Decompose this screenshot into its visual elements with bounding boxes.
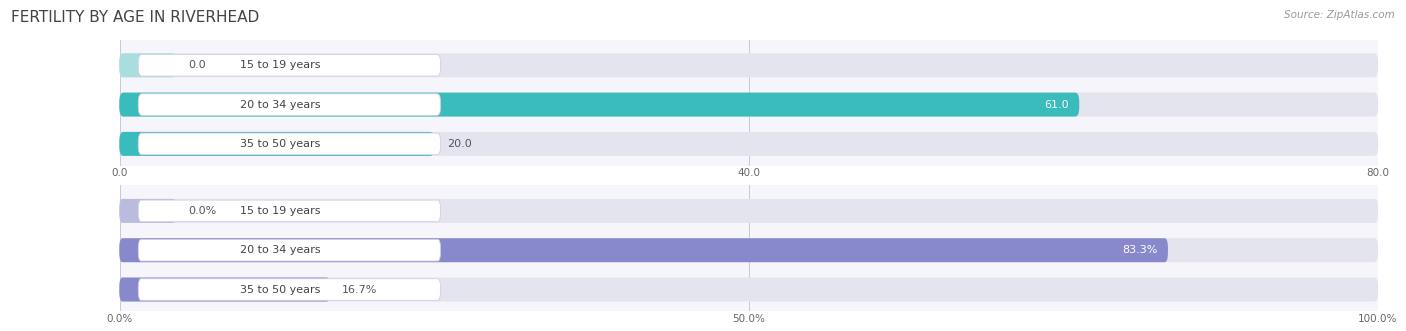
Text: 20.0: 20.0 (447, 139, 471, 149)
FancyBboxPatch shape (120, 132, 1378, 156)
FancyBboxPatch shape (138, 133, 440, 155)
Text: 35 to 50 years: 35 to 50 years (240, 285, 321, 295)
FancyBboxPatch shape (120, 53, 176, 77)
FancyBboxPatch shape (138, 239, 440, 261)
FancyBboxPatch shape (120, 277, 1378, 302)
Text: 0.0%: 0.0% (188, 206, 217, 216)
FancyBboxPatch shape (120, 53, 1378, 77)
FancyBboxPatch shape (120, 199, 1378, 223)
Text: 20 to 34 years: 20 to 34 years (239, 100, 321, 110)
Text: 15 to 19 years: 15 to 19 years (239, 60, 321, 70)
FancyBboxPatch shape (120, 93, 1080, 117)
FancyBboxPatch shape (138, 200, 440, 222)
FancyBboxPatch shape (120, 93, 1378, 117)
Text: 35 to 50 years: 35 to 50 years (240, 139, 321, 149)
FancyBboxPatch shape (120, 277, 330, 302)
Text: 16.7%: 16.7% (342, 285, 378, 295)
Text: 0.0: 0.0 (188, 60, 207, 70)
FancyBboxPatch shape (138, 279, 440, 300)
FancyBboxPatch shape (120, 238, 1168, 262)
FancyBboxPatch shape (120, 199, 176, 223)
FancyBboxPatch shape (120, 132, 434, 156)
Text: FERTILITY BY AGE IN RIVERHEAD: FERTILITY BY AGE IN RIVERHEAD (11, 10, 260, 25)
Text: 15 to 19 years: 15 to 19 years (239, 206, 321, 216)
FancyBboxPatch shape (138, 55, 440, 76)
Text: 61.0: 61.0 (1045, 100, 1069, 110)
Text: 83.3%: 83.3% (1122, 245, 1157, 255)
FancyBboxPatch shape (120, 238, 1378, 262)
Text: Source: ZipAtlas.com: Source: ZipAtlas.com (1284, 10, 1395, 20)
FancyBboxPatch shape (138, 94, 440, 116)
Text: 20 to 34 years: 20 to 34 years (239, 245, 321, 255)
